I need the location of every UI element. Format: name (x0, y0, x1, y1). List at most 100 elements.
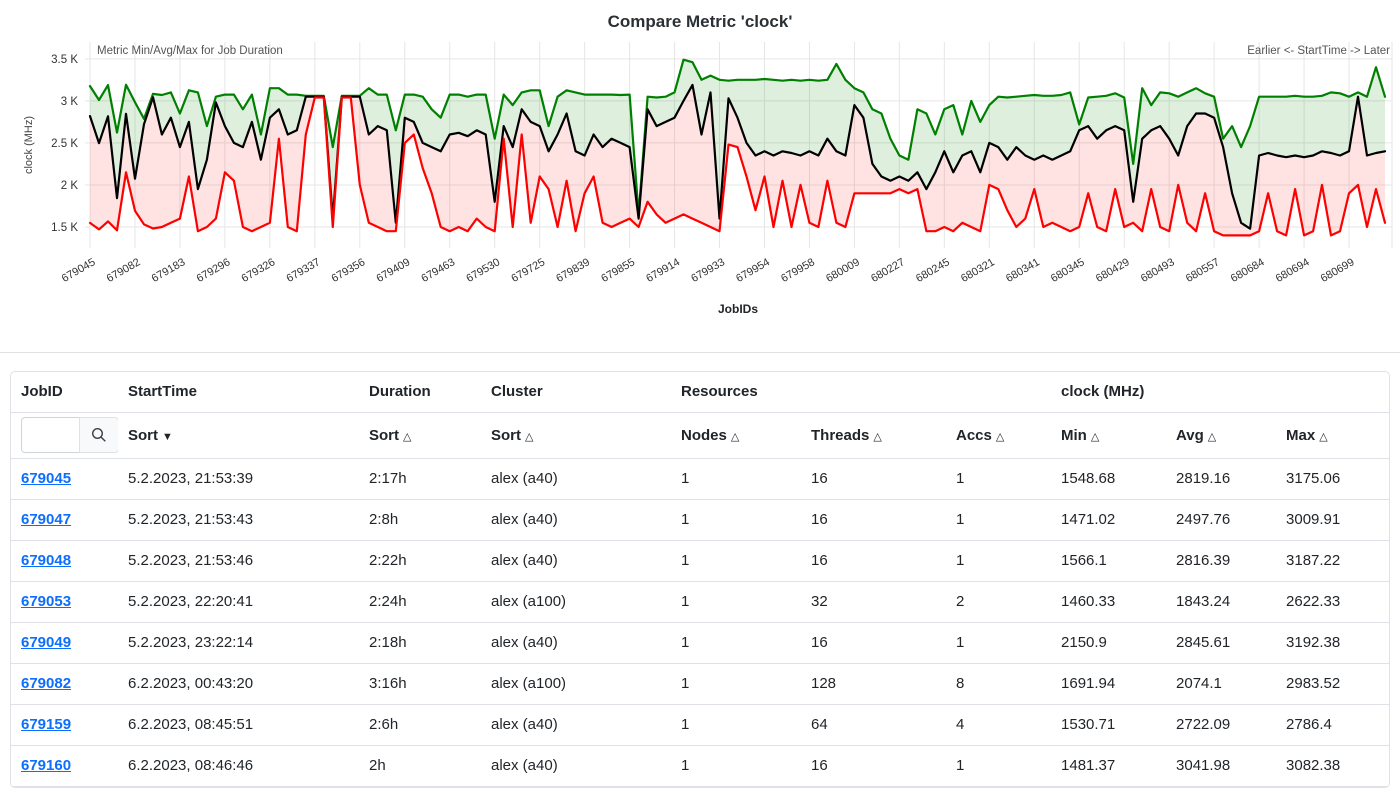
svg-text:679914: 679914 (644, 256, 682, 285)
cell-duration: 2:22h (359, 540, 481, 582)
chart-x-axis-label: JobIDs (718, 302, 758, 316)
svg-text:680341: 680341 (1004, 256, 1042, 285)
sort-nodes[interactable]: Nodes △ (671, 412, 801, 459)
cell-cluster: alex (a40) (481, 704, 671, 746)
jobid-link[interactable]: 679082 (21, 675, 72, 692)
sort-starttime[interactable]: Sort ▼ (118, 412, 359, 459)
table-row: 679045 5.2.2023, 21:53:39 2:17h alex (a40) 1… (11, 458, 1389, 500)
cell-min: 1460.33 (1051, 581, 1167, 623)
cell-max: 3175.06 (1276, 458, 1389, 500)
cell-jobid: 679047 (11, 499, 118, 541)
cell-min: 1548.68 (1051, 458, 1167, 500)
cell-max: 3192.38 (1276, 622, 1389, 664)
jobid-link[interactable]: 679160 (21, 757, 72, 774)
jobid-link[interactable]: 679053 (21, 593, 72, 610)
jobid-link[interactable]: 679045 (21, 470, 72, 487)
cell-nodes: 1 (671, 581, 801, 623)
jobid-link[interactable]: 679049 (21, 634, 72, 651)
table-sort-row: Sort ▼ Sort △ Sort △ Nodes △ Threads △ Accs △ … (11, 412, 1389, 459)
sort-label: Min (1061, 426, 1087, 444)
cell-min: 1530.71 (1051, 704, 1167, 746)
sort-accs[interactable]: Accs △ (946, 412, 1052, 459)
jobid-link[interactable]: 679048 (21, 552, 72, 569)
cell-avg: 2816.39 (1166, 540, 1277, 582)
cell-min: 1566.1 (1051, 540, 1167, 582)
cell-max: 3082.38 (1276, 745, 1389, 787)
svg-text:1.5 K: 1.5 K (51, 222, 78, 234)
cell-jobid: 679045 (11, 458, 118, 500)
svg-text:679337: 679337 (285, 256, 323, 285)
svg-text:679356: 679356 (329, 256, 367, 285)
cell-threads: 16 (801, 622, 946, 664)
cell-duration: 3:16h (359, 663, 481, 705)
sort-direction-icon: △ (1319, 430, 1328, 443)
svg-text:679045: 679045 (60, 256, 98, 285)
cell-duration: 2h (359, 745, 481, 787)
search-button[interactable] (79, 417, 118, 453)
svg-text:679725: 679725 (509, 256, 547, 285)
sort-duration[interactable]: Sort △ (359, 412, 481, 459)
cell-starttime: 6.2.2023, 00:43:20 (118, 663, 359, 705)
cell-avg: 2497.76 (1166, 499, 1277, 541)
sort-threads[interactable]: Threads △ (801, 412, 946, 459)
sort-cluster[interactable]: Sort △ (481, 412, 671, 459)
svg-text:680245: 680245 (914, 256, 952, 285)
jobid-link[interactable]: 679047 (21, 511, 72, 528)
svg-text:680493: 680493 (1139, 256, 1177, 285)
cell-accs: 1 (946, 458, 1052, 500)
sort-label: Max (1286, 426, 1316, 444)
col-header-duration: Duration (359, 372, 481, 413)
sort-direction-icon: △ (995, 430, 1005, 443)
series-line-avg (88, 83, 1387, 230)
sort-max[interactable]: Max △ (1276, 412, 1389, 459)
svg-text:680227: 680227 (869, 256, 907, 285)
cell-nodes: 1 (671, 458, 801, 500)
col-header-clock: clock (MHz) (1051, 372, 1389, 413)
svg-text:2 K: 2 K (61, 180, 79, 192)
table-row: 679159 6.2.2023, 08:45:51 2:6h alex (a40) 1 6… (11, 704, 1389, 746)
svg-text:679296: 679296 (195, 256, 233, 285)
cell-nodes: 1 (671, 663, 801, 705)
sort-label: Accs (956, 426, 992, 444)
cell-max: 3187.22 (1276, 540, 1389, 582)
svg-text:679183: 679183 (150, 256, 188, 285)
cell-accs: 1 (946, 540, 1052, 582)
sort-avg[interactable]: Avg △ (1166, 412, 1277, 459)
cell-threads: 16 (801, 458, 946, 500)
cell-avg: 2722.09 (1166, 704, 1277, 746)
sort-label: Sort (369, 426, 399, 444)
cell-threads: 64 (801, 704, 946, 746)
cell-max: 2622.33 (1276, 581, 1389, 623)
cell-cluster: alex (a40) (481, 499, 671, 541)
metric-chart-section: 1.5 K 2 K 2.5 K 3 K 3.5 K 679045 679082 679183… (0, 0, 1400, 340)
sort-label: Sort (491, 426, 521, 444)
cell-threads: 32 (801, 581, 946, 623)
cell-cluster: alex (a100) (481, 663, 671, 705)
cell-jobid: 679049 (11, 622, 118, 664)
svg-text:679855: 679855 (599, 256, 637, 285)
sort-min[interactable]: Min △ (1051, 412, 1167, 459)
jobid-search-input[interactable] (21, 417, 79, 453)
cell-jobid: 679160 (11, 745, 118, 787)
chart-annotation-left: Metric Min/Avg/Max for Job Duration (97, 45, 283, 57)
svg-text:680345: 680345 (1049, 256, 1087, 285)
cell-accs: 1 (946, 622, 1052, 664)
table-row: 679160 6.2.2023, 08:46:46 2h alex (a40) 1 16 1… (11, 745, 1389, 787)
table-row: 679048 5.2.2023, 21:53:46 2:22h alex (a40) 1… (11, 540, 1389, 582)
search-icon (91, 427, 106, 442)
jobid-link[interactable]: 679159 (21, 716, 72, 733)
chart-series (88, 58, 1387, 237)
table-header-row: JobID StartTime Duration Cluster Resourc… (11, 372, 1389, 413)
sort-direction-icon: △ (730, 430, 740, 443)
cell-cluster: alex (a40) (481, 745, 671, 787)
cell-starttime: 6.2.2023, 08:46:46 (118, 745, 359, 787)
chart-title: Compare Metric 'clock' (608, 12, 793, 31)
sort-label: Sort (128, 426, 158, 444)
sort-direction-icon: △ (873, 430, 882, 443)
cell-nodes: 1 (671, 704, 801, 746)
table-row: 679047 5.2.2023, 21:53:43 2:8h alex (a40) 1 1… (11, 499, 1389, 541)
svg-text:679463: 679463 (419, 256, 457, 285)
cell-threads: 16 (801, 745, 946, 787)
sort-direction-icon: △ (403, 430, 412, 443)
svg-text:679954: 679954 (734, 256, 772, 285)
